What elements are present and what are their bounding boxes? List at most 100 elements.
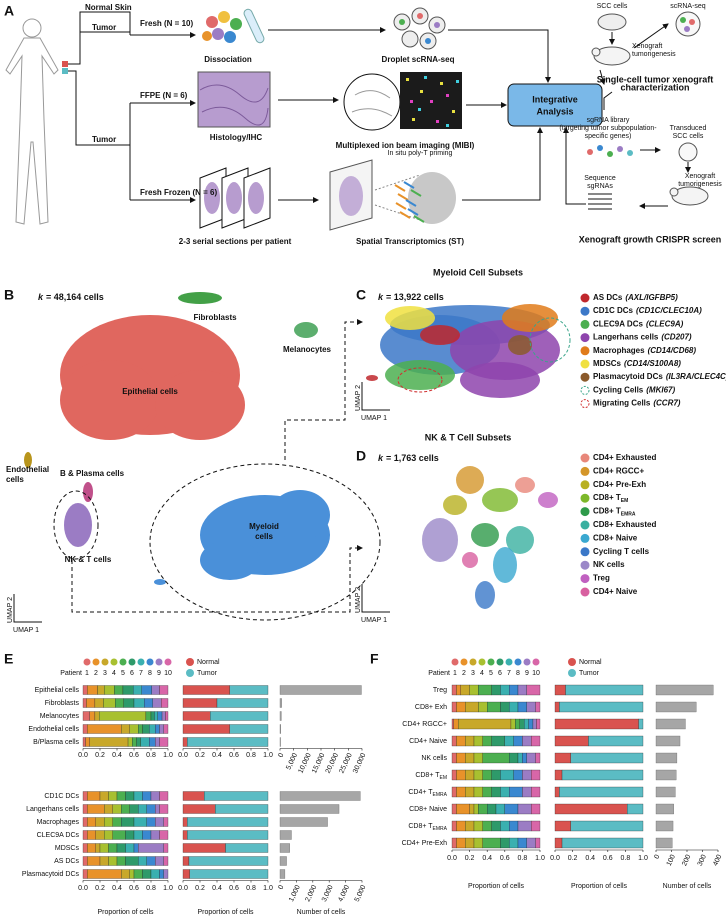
- mibi-lens: [343, 73, 401, 131]
- normal-segment: [554, 752, 571, 764]
- panel-title: NK & T Cell Subsets: [425, 432, 512, 442]
- legend-label-sub: EM: [621, 499, 629, 505]
- patient-segment: [515, 718, 520, 730]
- count-bar: [279, 685, 362, 695]
- cluster-outline: [529, 317, 571, 363]
- patient-segment: [86, 698, 96, 708]
- patient-segment: [460, 684, 470, 696]
- patient-segment: [94, 711, 100, 721]
- patient-dot: [469, 658, 477, 666]
- normal-segment: [554, 837, 563, 849]
- patient-title: Patient: [428, 670, 450, 677]
- patient-segment: [473, 786, 483, 798]
- panel-label: B: [4, 287, 14, 303]
- patient-segment: [82, 791, 88, 801]
- row-label: B/Plasma cells: [33, 739, 79, 746]
- legend-marker: [580, 333, 590, 343]
- legend-label: Treg: [593, 574, 610, 583]
- patient-segment: [138, 804, 147, 814]
- axis-label: Proportion of cells: [197, 909, 254, 916]
- patient-segment: [456, 786, 466, 798]
- x-tick-label: 5,000: [354, 884, 368, 903]
- legend-label: CD8+ Naive: [593, 534, 638, 543]
- arrow: [448, 29, 551, 83]
- legend-label-main: CD8+ T: [593, 493, 621, 502]
- axis-label: Number of cells: [297, 909, 346, 916]
- count-bar: [279, 804, 340, 814]
- patient-segment: [155, 804, 160, 814]
- cluster-blob: [508, 335, 532, 355]
- patient-segment: [465, 735, 475, 747]
- cluster-blob: [475, 581, 495, 609]
- mouse-head: [669, 187, 679, 197]
- x-tick-label: 0.0: [178, 885, 188, 892]
- patient-segment: [451, 735, 457, 747]
- patient-segment: [87, 843, 96, 853]
- patient-dot: [110, 658, 118, 666]
- count-bar: [655, 735, 681, 747]
- st-spot: [408, 172, 456, 224]
- patient-segment: [104, 804, 113, 814]
- count-bar: [655, 684, 714, 696]
- patient-segment: [82, 869, 88, 879]
- x-tick-label: 0.0: [550, 855, 560, 862]
- legend-name: AS DCs: [593, 293, 623, 302]
- panel-title: Myeloid Cell Subsets: [433, 267, 523, 277]
- patient-segment: [491, 820, 501, 832]
- patient-segment: [87, 791, 101, 801]
- panel-label: D: [356, 448, 366, 464]
- patient-segment: [451, 837, 457, 849]
- patient-dot: [496, 658, 504, 666]
- x-tick-label: 0.8: [246, 752, 256, 759]
- tumor-segment: [187, 737, 269, 747]
- patient-segment: [517, 837, 527, 849]
- patient-segment: [112, 817, 122, 827]
- x-tick-label: 1.0: [163, 885, 173, 892]
- legend-gene: (CD207): [661, 333, 692, 342]
- patient-segment: [491, 786, 501, 798]
- cluster-label: Melanocytes: [283, 345, 332, 354]
- patient-segment: [509, 837, 519, 849]
- cell-count-var: k: [38, 292, 44, 302]
- patient-segment: [491, 684, 501, 696]
- cluster-blob: [155, 370, 245, 440]
- patient-segment: [526, 701, 536, 713]
- cluster-blob: [154, 579, 166, 585]
- cluster-label: NK & T cells: [65, 555, 112, 564]
- cell-icon: [684, 26, 690, 32]
- patient-segment: [451, 684, 457, 696]
- cluster-blob: [456, 466, 484, 494]
- x-tick-label: 0.6: [500, 855, 510, 862]
- panel-a-text: sgRNAs: [587, 183, 613, 190]
- patient-segment: [82, 685, 88, 695]
- row-label-sub: EMRA: [433, 792, 448, 798]
- patient-segment: [524, 718, 529, 730]
- patient-segment: [465, 752, 475, 764]
- legend-gene: (CD14/CD68): [648, 346, 697, 355]
- umap-axis: [361, 382, 390, 411]
- patient-segment: [112, 830, 126, 840]
- patient-segment: [99, 791, 109, 801]
- patient-dot: [146, 658, 154, 666]
- count-bar: [279, 856, 287, 866]
- umap-axis: [361, 584, 390, 613]
- legend-marker: [580, 346, 590, 356]
- patient-segment: [150, 869, 160, 879]
- patient-segment: [103, 698, 116, 708]
- patient-segment: [89, 711, 96, 721]
- patient-number: 4: [480, 670, 484, 677]
- patient-segment: [108, 843, 118, 853]
- patient-segment: [517, 684, 527, 696]
- row-label: CD4+ Naive: [409, 738, 447, 745]
- patient-segment: [517, 820, 532, 832]
- patient-dot: [514, 658, 522, 666]
- patient-segment: [115, 698, 124, 708]
- patient-segment: [528, 718, 534, 730]
- dot: [436, 120, 439, 123]
- x-tick-label: 0.6: [603, 855, 613, 862]
- panel-a-text: In situ poly-T priming: [388, 150, 453, 157]
- patient-segment: [87, 685, 98, 695]
- cluster-label: B & Plasma cells: [60, 469, 125, 478]
- histology-image: [197, 71, 271, 128]
- probe: [403, 181, 419, 216]
